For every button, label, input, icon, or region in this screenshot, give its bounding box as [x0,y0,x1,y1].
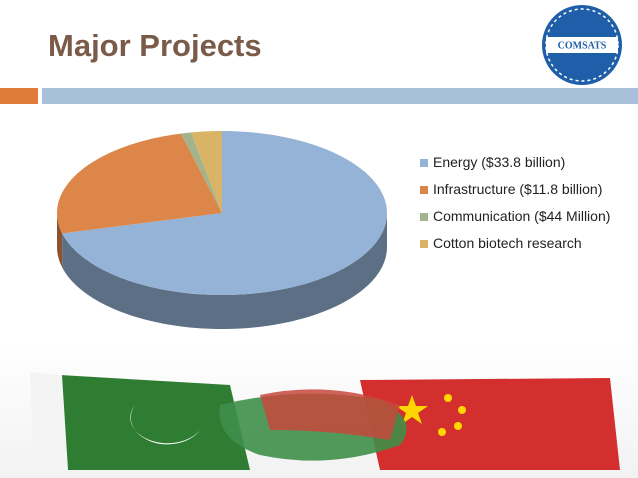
legend: Energy ($33.8 billion) Infrastructure ($1… [420,154,620,262]
legend-label: Communication ($44 Million) [433,208,611,224]
accent-bar [0,88,38,104]
legend-swatch [420,240,428,248]
logo: COMSATS [542,5,622,85]
slide-title: Major Projects [48,28,262,63]
pie-slice [62,131,387,295]
legend-label: Infrastructure ($11.8 billion) [433,181,603,197]
header-bar [42,88,638,104]
pie-slice [191,131,222,213]
logo-text: COMSATS [558,40,607,51]
legend-entry: Communication ($44 Million) [420,208,620,225]
legend-entry: Infrastructure ($11.8 billion) [420,181,620,198]
slice-side [57,213,63,268]
legend-swatch [420,159,428,167]
pie-slice [180,132,222,213]
pie-slice [57,133,223,234]
legend-label: Energy ($33.8 billion) [433,154,566,170]
pie [57,131,387,329]
legend-swatch [420,213,428,221]
legend-entry: Energy ($33.8 billion) [420,154,620,171]
handshake-photo [0,340,638,478]
legend-label: Cotton biotech research [433,235,582,251]
legend-swatch [420,186,428,194]
slice-side [62,213,387,329]
legend-entry: Cotton biotech research [420,235,620,252]
